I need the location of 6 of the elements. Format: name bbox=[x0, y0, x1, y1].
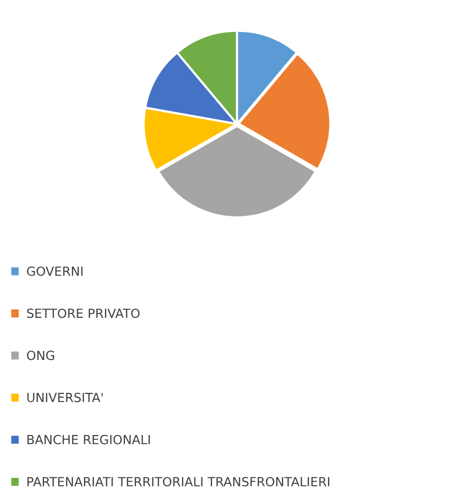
legend-label: PARTENARIATI TERRITORIALI TRANSFRONTALIERI bbox=[27, 476, 330, 486]
legend-label: ONG bbox=[26, 350, 54, 360]
legend-label: SETTORE PRIVATO bbox=[27, 308, 140, 318]
legend-label: UNIVERSITA' bbox=[27, 392, 103, 402]
legend-label: GOVERNI bbox=[26, 266, 82, 276]
legend-label: BANCHE REGIONALI bbox=[27, 434, 150, 444]
